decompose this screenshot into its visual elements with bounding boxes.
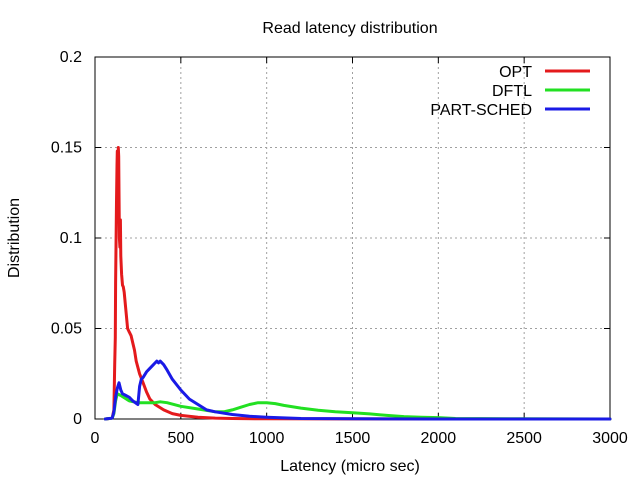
- x-axis-label: Latency (micro sec): [280, 458, 420, 475]
- chart-title: Read latency distribution: [262, 20, 437, 37]
- axis-ticks: 0 500 1000 1500 2000 2500 3000 0 0.05 0.1 0.15 0.2: [51, 49, 628, 447]
- series-line-opt: [103, 146, 612, 421]
- y-tick-label: 0: [73, 411, 82, 428]
- y-tick-label: 0.15: [51, 140, 82, 157]
- x-tick-label: 0: [91, 430, 100, 447]
- y-axis-label: Distribution: [6, 198, 23, 278]
- series-lines: [103, 146, 612, 421]
- x-tick-label: 3000: [592, 430, 628, 447]
- grid-lines: [95, 57, 610, 419]
- x-tick-label: 1500: [335, 430, 371, 447]
- legend: OPT DFTL PART-SCHED: [430, 64, 590, 119]
- y-tick-label: 0.05: [51, 321, 82, 338]
- legend-label-part-sched: PART-SCHED: [430, 102, 532, 119]
- x-tick-label: 2500: [506, 430, 542, 447]
- x-tick-label: 500: [167, 430, 194, 447]
- x-tick-label: 2000: [421, 430, 457, 447]
- legend-label-dftl: DFTL: [492, 83, 532, 100]
- y-tick-label: 0.2: [60, 49, 82, 66]
- y-tick-label: 0.1: [60, 230, 82, 247]
- series-line-dftl: [103, 392, 612, 421]
- series-line-part-sched: [103, 359, 612, 421]
- legend-label-opt: OPT: [499, 64, 532, 81]
- x-tick-label: 1000: [249, 430, 285, 447]
